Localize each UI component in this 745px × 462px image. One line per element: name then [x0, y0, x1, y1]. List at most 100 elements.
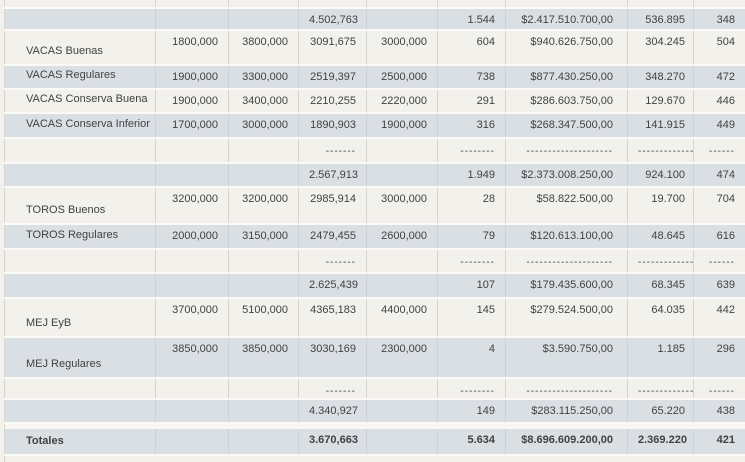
value-cell — [438, 0, 506, 8]
category-label-cell — [5, 163, 156, 187]
value-cell: 316 — [438, 113, 506, 138]
value-cell: 449 — [694, 113, 745, 138]
value-cell — [156, 399, 229, 423]
value-cell — [229, 273, 299, 298]
value-cell: 639 — [694, 273, 745, 298]
value-cell: 2985,914 — [299, 187, 367, 224]
value-cell: 3850,000 — [229, 337, 299, 378]
value-cell: -------- — [438, 138, 506, 163]
value-cell: 19.700 — [628, 187, 694, 224]
value-cell: 616 — [694, 224, 745, 249]
value-cell — [628, 0, 694, 8]
value-cell: 68.345 — [628, 273, 694, 298]
value-cell — [156, 138, 229, 163]
value-cell: 2500,000 — [367, 65, 438, 89]
value-cell: -------------------- — [506, 249, 628, 273]
category-label-cell: VACAS Conserva Buena — [5, 89, 156, 113]
value-cell: 4.340,927 — [299, 399, 367, 423]
category-label-cell — [5, 249, 156, 273]
category-label-cell: Totales — [5, 429, 156, 455]
category-label-cell — [5, 399, 156, 423]
value-cell: -------- — [438, 249, 506, 273]
value-cell: 3000,000 — [367, 187, 438, 224]
value-cell — [156, 0, 229, 8]
value-cell: $940.626.750,00 — [506, 30, 628, 65]
value-cell: ------ — [694, 249, 745, 273]
value-cell: 1900,000 — [367, 113, 438, 138]
value-cell: 3200,000 — [156, 187, 229, 224]
value-cell: 2000,000 — [156, 224, 229, 249]
category-label-cell: TOROS Buenos — [5, 187, 156, 224]
table-row — [5, 0, 745, 8]
value-cell: 1900,000 — [156, 89, 229, 113]
value-cell: 421 — [694, 429, 745, 455]
value-cell: 446 — [694, 89, 745, 113]
category-label-cell: MEJ EyB — [5, 298, 156, 337]
value-cell: $2.373.008.250,00 — [506, 163, 628, 187]
value-cell: ------- — [299, 378, 367, 399]
value-cell: 141.915 — [628, 113, 694, 138]
value-cell — [229, 8, 299, 30]
value-cell — [229, 378, 299, 399]
category-label-cell: TOROS Regulares — [5, 224, 156, 249]
value-cell: 474 — [694, 163, 745, 187]
value-cell: 2.625,439 — [299, 273, 367, 298]
value-cell — [156, 163, 229, 187]
value-cell — [156, 429, 229, 455]
value-cell — [156, 273, 229, 298]
value-cell: -------------- — [628, 249, 694, 273]
value-cell: 1900,000 — [156, 65, 229, 89]
table-row: ----------------------------------------… — [5, 249, 745, 273]
value-cell: ------- — [299, 249, 367, 273]
value-cell: 3800,000 — [229, 30, 299, 65]
value-cell: -------------------- — [506, 138, 628, 163]
value-cell: 3400,000 — [229, 89, 299, 113]
category-label-cell — [5, 273, 156, 298]
category-label-cell — [5, 0, 156, 8]
value-cell: ------- — [299, 138, 367, 163]
value-cell: 3300,000 — [229, 65, 299, 89]
value-cell: 1890,903 — [299, 113, 367, 138]
value-cell — [229, 429, 299, 455]
value-cell: $8.696.609.200,00 — [506, 429, 628, 455]
value-cell: 65.220 — [628, 399, 694, 423]
value-cell — [367, 273, 438, 298]
value-cell: 296 — [694, 337, 745, 378]
table-row: ----------------------------------------… — [5, 138, 745, 163]
value-cell: 4365,183 — [299, 298, 367, 337]
value-cell: -------- — [438, 378, 506, 399]
value-cell: 348 — [694, 8, 745, 30]
value-cell — [367, 249, 438, 273]
value-cell: $2.417.510.700,00 — [506, 8, 628, 30]
value-cell: 2.369.220 — [628, 429, 694, 455]
value-cell: 48.645 — [628, 224, 694, 249]
value-cell: 107 — [438, 273, 506, 298]
value-cell: 704 — [694, 187, 745, 224]
value-cell: 924.100 — [628, 163, 694, 187]
value-cell: 291 — [438, 89, 506, 113]
category-label-cell — [5, 378, 156, 399]
value-cell: $58.822.500,00 — [506, 187, 628, 224]
value-cell: 1.185 — [628, 337, 694, 378]
value-cell: $286.603.750,00 — [506, 89, 628, 113]
value-cell — [367, 8, 438, 30]
value-cell: ------ — [694, 138, 745, 163]
value-cell — [367, 0, 438, 8]
value-cell: ------ — [694, 378, 745, 399]
value-cell: 149 — [438, 399, 506, 423]
value-cell: 2210,255 — [299, 89, 367, 113]
value-cell: $179.435.600,00 — [506, 273, 628, 298]
value-cell: 304.245 — [628, 30, 694, 65]
value-cell: 2600,000 — [367, 224, 438, 249]
value-cell — [156, 8, 229, 30]
value-cell — [367, 163, 438, 187]
value-cell: 1.949 — [438, 163, 506, 187]
